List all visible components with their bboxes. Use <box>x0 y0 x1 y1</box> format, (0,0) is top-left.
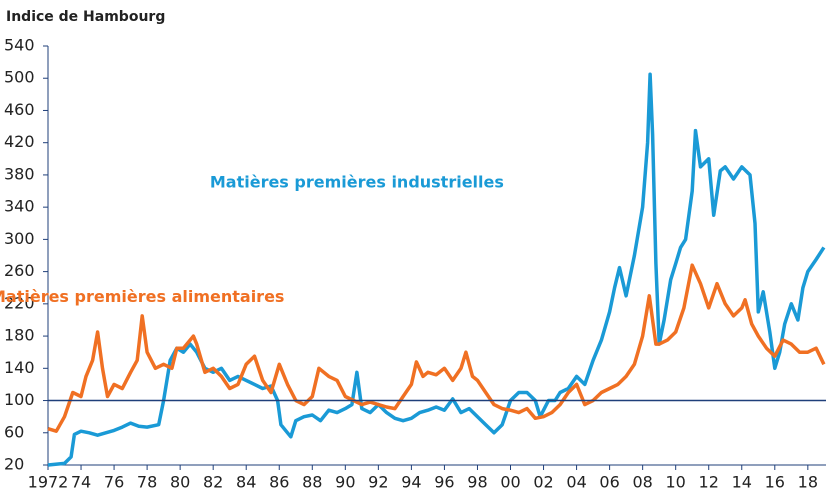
y-tick-label: 340 <box>4 197 35 216</box>
x-tick-label: 02 <box>533 473 553 492</box>
x-tick-label: 94 <box>401 473 421 492</box>
y-tick-label: 260 <box>4 261 35 280</box>
y-tick-label: 220 <box>4 293 35 312</box>
y-tick-label: 100 <box>4 390 35 409</box>
x-tick-label: 1972 <box>28 473 69 492</box>
y-tick-label: 540 <box>4 36 35 55</box>
x-tick-label: 18 <box>798 473 818 492</box>
x-tick-label: 74 <box>71 473 91 492</box>
x-tick-label: 04 <box>566 473 586 492</box>
x-tick-label: 08 <box>632 473 652 492</box>
series-line <box>47 263 826 433</box>
x-tick-label: 00 <box>500 473 520 492</box>
series-label: Matières premières alimentaires <box>0 287 284 306</box>
y-tick-label: 380 <box>4 164 35 183</box>
x-tick-label: 92 <box>368 473 388 492</box>
x-tick-label: 10 <box>666 473 686 492</box>
series-line <box>47 72 826 467</box>
y-tick-label: 420 <box>4 132 35 151</box>
y-tick-label: 500 <box>4 68 35 87</box>
x-tick-label: 96 <box>434 473 454 492</box>
x-tick-label: 12 <box>699 473 719 492</box>
x-tick-label: 78 <box>137 473 157 492</box>
series-label: Matières premières industrielles <box>210 172 504 191</box>
x-tick-label: 06 <box>599 473 619 492</box>
x-tick-label: 90 <box>335 473 355 492</box>
y-tick-label: 60 <box>4 422 24 441</box>
y-tick-label: 140 <box>4 358 35 377</box>
chart-title: Indice de Hambourg <box>6 9 165 25</box>
x-tick-label: 98 <box>467 473 487 492</box>
x-tick-label: 86 <box>269 473 289 492</box>
y-tick-label: 300 <box>4 229 35 248</box>
x-tick-label: 76 <box>104 473 124 492</box>
x-tick-label: 84 <box>236 473 256 492</box>
y-tick-label: 180 <box>4 326 35 345</box>
y-tick-label: 20 <box>4 455 24 474</box>
x-tick-label: 88 <box>302 473 322 492</box>
y-tick-label: 460 <box>4 100 35 119</box>
x-tick-label: 14 <box>732 473 752 492</box>
x-tick-label: 82 <box>203 473 223 492</box>
x-tick-label: 80 <box>170 473 190 492</box>
x-tick-label: 16 <box>765 473 785 492</box>
